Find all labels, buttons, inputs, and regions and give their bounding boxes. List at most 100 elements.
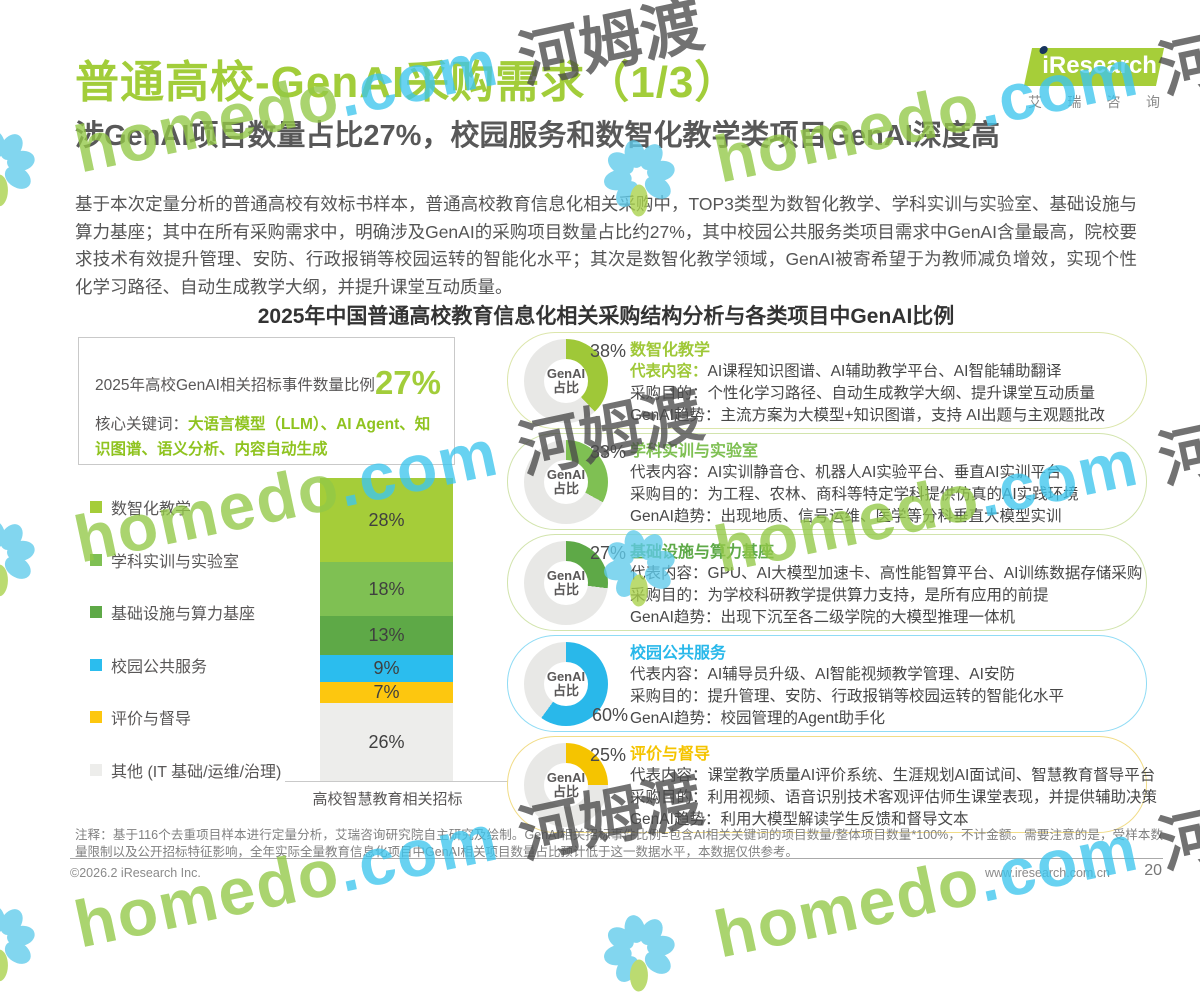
category-card: GenAI 占比 33% 学科实训与实验室 代表内容：AI实训静音仓、机器人AI实验平台… [507,433,1147,530]
card-genai-trend-text: 校园管理的Agent助手化 [720,710,885,727]
donut-center-label: GenAI 占比 [544,359,588,403]
card-procurement-purpose-label: 采购目的： [630,486,708,503]
donut-percent-label: 38% [589,341,626,361]
category-card: GenAI 占比 25% 评价与督导 代表内容：课堂教学质量AI评价系统、生涯规划AI面… [507,736,1157,833]
legend-item: 校园公共服务 [90,653,207,677]
bar-segment-label: 13% [368,625,405,645]
card-title: 校园公共服务 [630,645,727,662]
card-representative-content-text: 课堂教学质量AI评价系统、生涯规划AI面试间、智慧教育督导平台 [707,767,1156,784]
card-procurement-purpose-label: 采购目的： [630,789,708,806]
bar-segment: 9% [320,655,453,682]
card-procurement-purpose-text: 为学校科研教学提供算力支持，是所有应用的前提 [707,587,1049,604]
card-genai-trend: GenAI趋势：主流方案为大模型+知识图谱，支持 AI出题与主观题批改 [630,405,1126,427]
genai-share-donut: GenAI 占比 33% [524,440,626,526]
card-representative-content: 代表内容：AI辅导员升级、AI智能视频教学管理、AI安防 [630,664,1126,686]
homedo-flower-icon [0,130,35,207]
card-procurement-purpose-text: 个性化学习路径、自动生成教学大纲、提升课堂互动质量 [707,385,1096,402]
card-genai-trend: GenAI趋势：出现地质、信号运维、医学等分科垂直大模型实训 [630,506,1126,528]
x-axis-line [285,781,510,782]
card-procurement-purpose: 采购目的：为工程、农林、商科等特定学科提供仿真的AI实践环境 [630,484,1126,506]
category-card: GenAI 占比 60% 校园公共服务代表内容：AI辅导员升级、AI智能视频教学管理、… [507,635,1147,732]
intro-paragraph: 基于本次定量分析的普通高校有效标书样本，普通高校教育信息化相关采购中，TOP3类… [75,194,1137,297]
donut-percent-label: 25% [589,745,626,765]
homedo-flower-icon [0,905,35,982]
bar-segment: 7% [320,682,453,703]
legend-swatch-icon [90,711,102,723]
keywords-label: 核心关键词： [95,416,189,433]
card-genai-trend-label: GenAI趋势： [630,508,721,525]
stacked-bar: 28% 18% 13% 9% 7% 26% [320,478,453,781]
donut-center-line2: 占比 [552,380,579,395]
highlight-lead: 2025年高校GenAI相关招标事件数量比例27% [95,364,441,402]
card-genai-trend-label: GenAI趋势： [630,710,721,727]
footer-website[interactable]: www.iresearch.com.cn [984,866,1110,880]
category-card: GenAI 占比 38% 数智化教学 代表内容：AI课程知识图谱、AI辅助教学平台、AI… [507,332,1147,429]
highlight-lead-text: 2025年高校GenAI相关招标事件数量比例 [95,377,375,394]
bar-segment-label: 7% [373,682,400,702]
card-genai-trend-label: GenAI趋势： [630,811,721,828]
highlight-box: 2025年高校GenAI相关招标事件数量比例27% 核心关键词：大语言模型（LL… [78,337,455,465]
genai-share-donut: GenAI 占比 60% [524,642,628,728]
legend-label: 数智化教学 [111,501,192,518]
chart-section-title: 2025年中国普通高校教育信息化相关采购结构分析与各类项目中GenAI比例 [257,305,955,328]
footer-copyright: ©2026.2 iResearch Inc. [70,866,201,880]
card-genai-trend-text: 出现地质、信号运维、医学等分科垂直大模型实训 [720,508,1062,525]
donut-center-line1: GenAI [546,467,586,482]
card-title: 评价与督导 [630,746,711,763]
card-representative-content-label: 代表内容： [630,767,708,784]
homedo-flower-icon [603,915,675,992]
bar-segment-label: 9% [373,658,400,678]
iresearch-logo: iResearch 艾 瑞 咨 询 [1023,46,1165,112]
card-procurement-purpose-text: 为工程、农林、商科等特定学科提供仿真的AI实践环境 [707,486,1079,503]
legend-swatch-icon [90,501,102,513]
legend-item: 数智化教学 [90,495,191,519]
homedo-flower-icon [0,520,35,597]
card-procurement-purpose-text: 提升管理、安防、行政报销等校园运转的智能化水平 [707,688,1065,705]
bar-segment-label: 28% [368,509,405,530]
bar-segment: 28% [320,478,453,562]
highlight-keywords: 核心关键词：大语言模型（LLM）、AI Agent、知识图谱、语义分析、内容自动… [95,412,438,462]
genai-share-donut: GenAI 占比 27% [524,541,626,627]
card-procurement-purpose-label: 采购目的： [630,688,708,705]
card-representative-content-text: AI辅导员升级、AI智能视频教学管理、AI安防 [707,666,1015,683]
footer-divider [70,858,1163,859]
card-genai-trend-label: GenAI趋势： [630,609,721,626]
card-representative-content-text: GPU、AI大模型加速卡、高性能智算平台、AI训练数据存储采购 [707,565,1143,582]
legend-swatch-icon [90,553,102,566]
donut-ring: GenAI 占比 [524,642,608,726]
watermark-brand: homedo [708,843,987,972]
page-number: 20 [1144,862,1162,879]
page-title: 普通高校-GenAI采购需求（1/3） [75,58,740,107]
card-representative-content-text: AI实训静音仓、机器人AI实验平台、垂直AI实训平台 [707,464,1062,481]
donut-ring: GenAI 占比 [524,541,608,625]
legend-label: 学科实训与实验室 [111,553,240,571]
legend-item: 基础设施与算力基座 [90,600,255,624]
bar-x-label: 高校智慧教育相关招标 [312,791,463,808]
card-procurement-purpose-label: 采购目的： [630,587,708,604]
card-procurement-purpose: 采购目的：利用视频、语音识别技术客观评估师生课堂表现，并提供辅助决策 [630,787,1157,809]
watermark-homedo-text: homedo.com [68,799,505,963]
donut-center-label: GenAI 占比 [544,561,588,605]
donut-ring: GenAI 占比 [524,743,608,827]
bar-segment-label: 26% [368,731,405,752]
donut-center-line1: GenAI [546,366,586,381]
iresearch-logo-caption: 艾 瑞 咨 询 [1028,94,1160,110]
legend-label: 校园公共服务 [111,658,208,676]
card-genai-trend-text: 利用大模型解读学生反馈和督导文本 [720,811,969,828]
legend-label: 评价与督导 [111,711,192,728]
legend-swatch-icon [90,763,102,776]
bar-segment-label: 18% [368,578,405,599]
legend-swatch-icon [90,658,102,671]
donut-ring: GenAI 占比 [524,440,608,524]
donut-center-line2: 占比 [552,784,579,799]
card-representative-content-text: AI课程知识图谱、AI辅助教学平台、AI智能辅助翻译 [707,363,1062,380]
donut-center-line1: GenAI [546,669,586,684]
legend-label: 基础设施与算力基座 [111,606,256,623]
donut-center-line1: GenAI [546,770,586,785]
card-genai-trend: GenAI趋势：校园管理的Agent助手化 [630,708,1126,730]
genai-share-donut: GenAI 占比 25% [524,743,626,829]
card-procurement-purpose: 采购目的：个性化学习路径、自动生成教学大纲、提升课堂互动质量 [630,383,1126,405]
bar-segment: 26% [320,703,453,781]
donut-percent-label: 33% [589,442,626,462]
